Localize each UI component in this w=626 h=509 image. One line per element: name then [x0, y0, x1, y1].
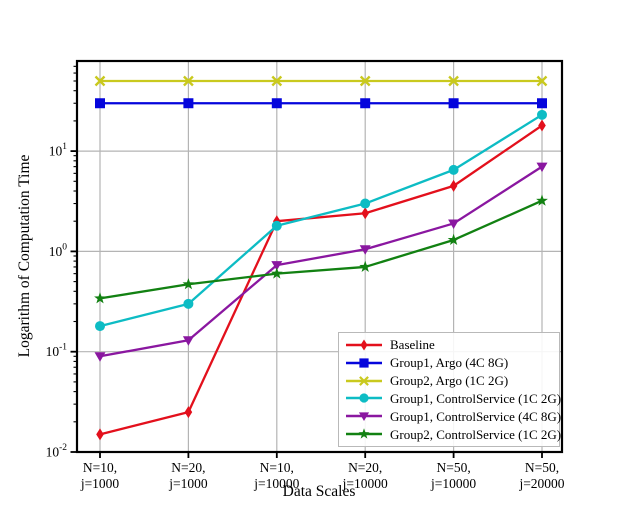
marker-star: [447, 233, 460, 245]
x-tick-label: N=20, j=1000: [168, 460, 208, 491]
marker-circle: [183, 298, 194, 309]
legend-item-label: Group2, Argo (1C 2G): [390, 373, 509, 389]
marker-square: [183, 98, 194, 109]
marker-star: [536, 194, 548, 206]
legend-marker-circle: [346, 393, 382, 403]
marker-x: [271, 75, 283, 87]
plot-border: [75, 59, 564, 454]
legend-item: Group1, Argo (4C 8G): [345, 354, 553, 371]
marker-diamond: [538, 119, 546, 132]
marker-triangle-down: [94, 352, 106, 362]
series-line: [99, 199, 543, 300]
legend-item: Group2, Argo (1C 2G): [345, 372, 553, 389]
marker-circle: [448, 164, 459, 175]
legend-item-label: Group1, Argo (4C 8G): [390, 355, 509, 371]
marker-triangle-down: [448, 219, 460, 229]
marker-x: [359, 375, 369, 386]
legend-marker-x: [346, 375, 382, 386]
legend-item: Group1, ControlService (4C 8G): [345, 408, 561, 425]
legend-item: Group1, ControlService (1C 2G): [345, 390, 561, 407]
marker-x: [183, 75, 194, 87]
marker-star: [359, 260, 372, 272]
marker-square: [95, 98, 105, 109]
marker-diamond: [184, 406, 193, 419]
marker-circle: [271, 220, 282, 231]
x-tick-label: N=10, j=1000: [80, 460, 120, 491]
marker-diamond: [96, 428, 104, 441]
marker-triangle-down: [536, 162, 548, 173]
legend-marker-square: [346, 358, 382, 368]
x-tick-label: N=10, j=10000: [253, 460, 299, 491]
legend-item: Group2, ControlService (1C 2G): [345, 426, 561, 443]
legend-item-label: Group1, ControlService (1C 2G): [390, 390, 562, 406]
series-line: [99, 113, 543, 328]
marker-square: [359, 358, 369, 368]
legend-marker-diamond: [346, 339, 382, 351]
y-tick-label: 101: [49, 142, 68, 159]
x-tick-label: N=50, j=20000: [518, 460, 564, 491]
marker-triangle-down: [271, 261, 283, 271]
marker-circle: [360, 198, 371, 209]
marker-star: [94, 292, 106, 304]
legend-marker-star: [346, 428, 382, 439]
x-tick-label: N=20, j=10000: [342, 460, 388, 491]
marker-square: [271, 98, 282, 109]
marker-square: [360, 98, 371, 109]
marker-diamond: [361, 207, 369, 220]
marker-star: [182, 278, 195, 290]
marker-circle: [359, 393, 369, 403]
y-tick-label: 10-2: [46, 443, 68, 460]
marker-x: [94, 75, 106, 87]
legend-item-label: Group2, ControlService (1C 2G): [390, 426, 562, 442]
marker-star: [358, 428, 370, 439]
marker-square: [537, 98, 547, 109]
marker-x: [536, 75, 548, 87]
legend-item: Baseline: [345, 336, 553, 353]
marker-x: [448, 75, 459, 87]
marker-triangle-down: [358, 412, 370, 422]
y-tick-label: 100: [49, 242, 68, 259]
series-line: [99, 124, 543, 436]
marker-star: [270, 267, 283, 279]
y-axis-label: Logarithm of Computation Time: [16, 154, 33, 358]
y-tick-label: 10-1: [46, 343, 68, 360]
legend-item-label: Baseline: [390, 337, 435, 353]
marker-diamond: [360, 339, 368, 351]
marker-circle: [95, 321, 105, 332]
x-axis-label: Data Scales: [282, 483, 356, 500]
legend-item-label: Group1, ControlService (4C 8G): [390, 408, 562, 424]
marker-circle: [537, 109, 547, 120]
marker-triangle-down: [182, 336, 194, 346]
legend: Baseline Group1, Argo (4C 8G) Group2, Argo…: [338, 332, 561, 447]
x-tick-label: N=50, j=10000: [430, 460, 476, 491]
marker-x: [359, 75, 371, 87]
legend-marker-triangle-down: [346, 412, 382, 422]
series-line: [99, 165, 543, 358]
marker-diamond: [449, 179, 458, 192]
marker-triangle-down: [359, 245, 371, 255]
marker-square: [448, 98, 459, 109]
